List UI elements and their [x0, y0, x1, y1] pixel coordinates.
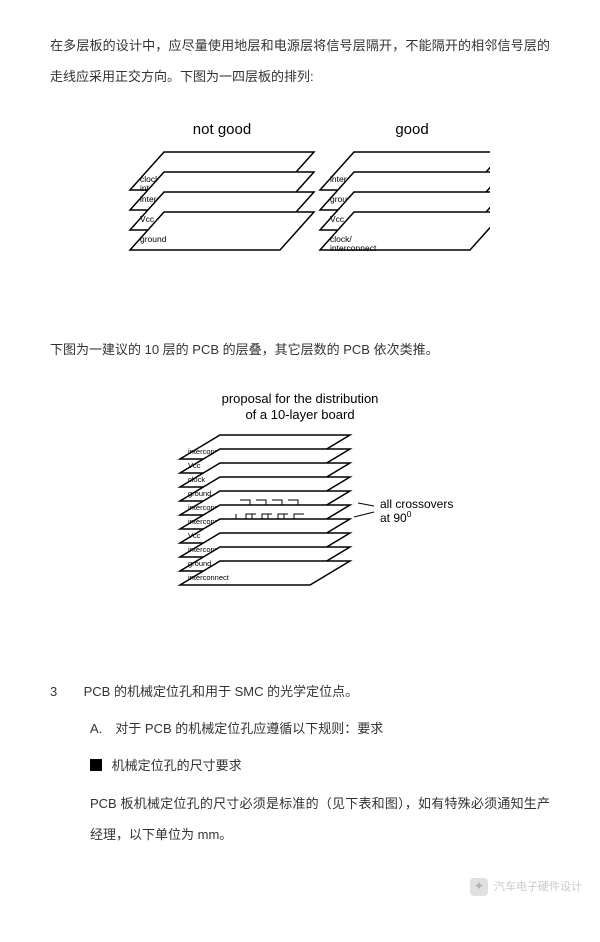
- watermark-text: 汽车电子硬件设计: [494, 874, 582, 900]
- diagram-4layer: not goodclock/interconnectinterconnectVc…: [50, 112, 550, 313]
- wechat-icon: ✦: [470, 878, 488, 896]
- section-3-title: PCB 的机械定位孔和用于 SMC 的光学定位点。: [84, 684, 358, 699]
- svg-text:Vcc: Vcc: [188, 461, 201, 470]
- watermark: ✦ 汽车电子硬件设计: [470, 874, 582, 900]
- svg-text:interconnect: interconnect: [188, 573, 230, 582]
- svg-text:Vcc: Vcc: [188, 531, 201, 540]
- section-3-bullet-text: 机械定位孔的尺寸要求: [112, 758, 242, 773]
- section-3-body: PCB 板机械定位孔的尺寸必须是标准的（见下表和图），如有特殊必须通知生产经理，…: [50, 788, 550, 850]
- svg-text:ground: ground: [140, 234, 167, 244]
- svg-text:of a 10-layer board: of a 10-layer board: [245, 407, 354, 422]
- section-3: 3 PCB 的机械定位孔和用于 SMC 的光学定位点。: [50, 676, 550, 707]
- paragraph-2: 下图为一建议的 10 层的 PCB 的层叠，其它层数的 PCB 依次类推。: [50, 334, 550, 365]
- svg-text:Vcc: Vcc: [140, 214, 155, 224]
- svg-text:good: good: [395, 121, 428, 138]
- square-bullet-icon: [90, 759, 102, 771]
- section-3-bullet: 机械定位孔的尺寸要求: [50, 750, 550, 781]
- svg-text:ground: ground: [188, 489, 211, 498]
- diagram-10layer: proposal for the distributionof a 10-lay…: [50, 385, 550, 646]
- svg-text:clock: clock: [188, 475, 205, 484]
- section-3-sub-a: A. 对于 PCB 的机械定位孔应遵循以下规则：要求: [50, 713, 550, 744]
- svg-text:interconnect: interconnect: [330, 243, 377, 253]
- svg-text:ground: ground: [188, 559, 211, 568]
- svg-text:proposal for the distribution: proposal for the distribution: [222, 391, 379, 406]
- section-3-number: 3: [50, 676, 80, 707]
- svg-text:Vcc: Vcc: [330, 214, 345, 224]
- svg-text:at 900: at 900: [380, 509, 412, 525]
- svg-text:not good: not good: [193, 121, 251, 138]
- paragraph-1: 在多层板的设计中，应尽量使用地层和电源层将信号层隔开，不能隔开的相邻信号层的走线…: [50, 30, 550, 92]
- svg-text:all crossovers: all crossovers: [380, 497, 453, 511]
